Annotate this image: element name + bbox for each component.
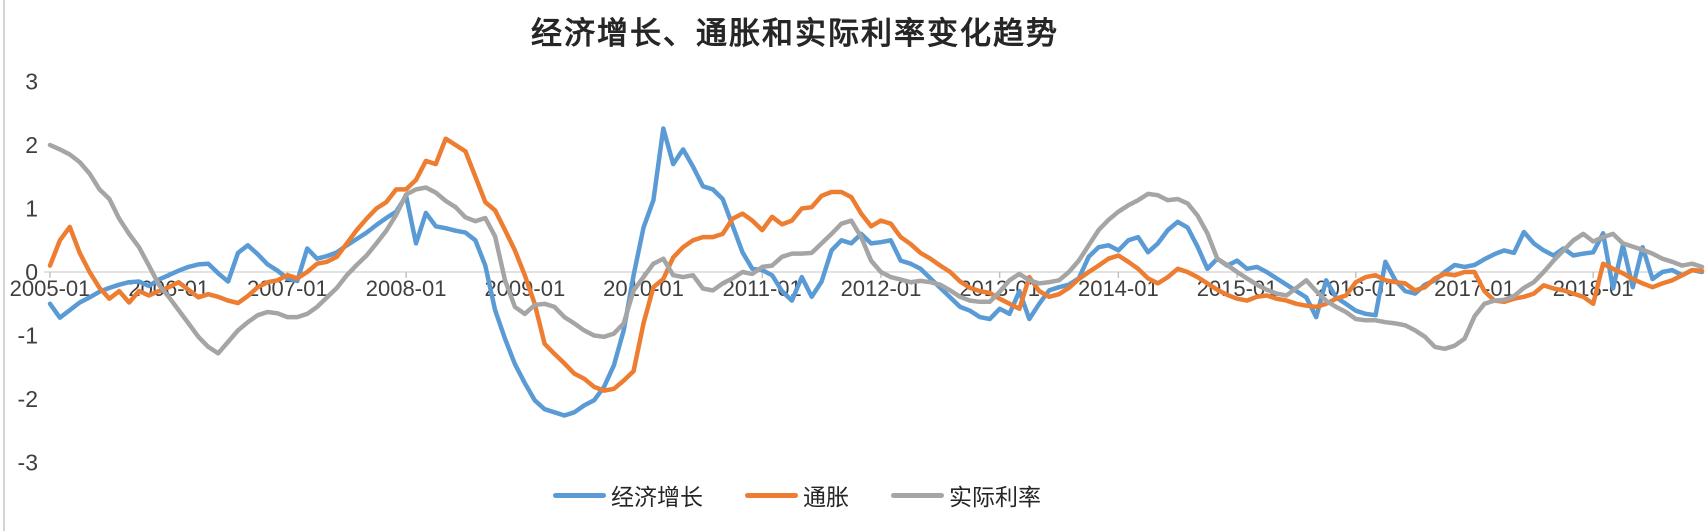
- legend-item-real-interest-rate: 实际利率: [891, 478, 1041, 512]
- y-tick-label: -3: [18, 450, 38, 476]
- real-interest-rate-line: [47, 142, 1705, 356]
- legend-item-economic-growth: 经济增长: [553, 478, 703, 512]
- y-tick-label: -2: [18, 386, 38, 412]
- window-left-border: [3, 0, 5, 531]
- x-tick-label: 2014-01: [1078, 276, 1159, 301]
- real-interest-rate-line-swatch: [891, 492, 944, 498]
- y-tick-label: -1: [18, 323, 38, 349]
- inflation-line: [47, 136, 1705, 393]
- y-tick-label: 2: [25, 132, 38, 158]
- y-tick-label: 1: [25, 196, 38, 222]
- legend-label-inflation: 通胀: [803, 485, 849, 510]
- legend-label-real-interest-rate: 实际利率: [949, 485, 1041, 510]
- x-tick-label: 2005-01: [10, 276, 91, 301]
- chart-legend: 经济增长 通胀 实际利率: [553, 478, 1041, 512]
- legend-label-economic-growth: 经济增长: [611, 485, 703, 510]
- legend-item-inflation: 通胀: [745, 478, 849, 512]
- x-tick-label: 2008-01: [366, 276, 447, 301]
- y-tick-label: 3: [25, 69, 38, 95]
- inflation-line-swatch: [745, 492, 798, 498]
- chart-title: 经济增长、通胀和实际利率变化趋势: [531, 16, 1059, 51]
- y-tick-label: 0: [25, 259, 38, 285]
- economic-growth-line-swatch: [553, 492, 606, 498]
- x-tick-label: 2017-01: [1434, 276, 1515, 301]
